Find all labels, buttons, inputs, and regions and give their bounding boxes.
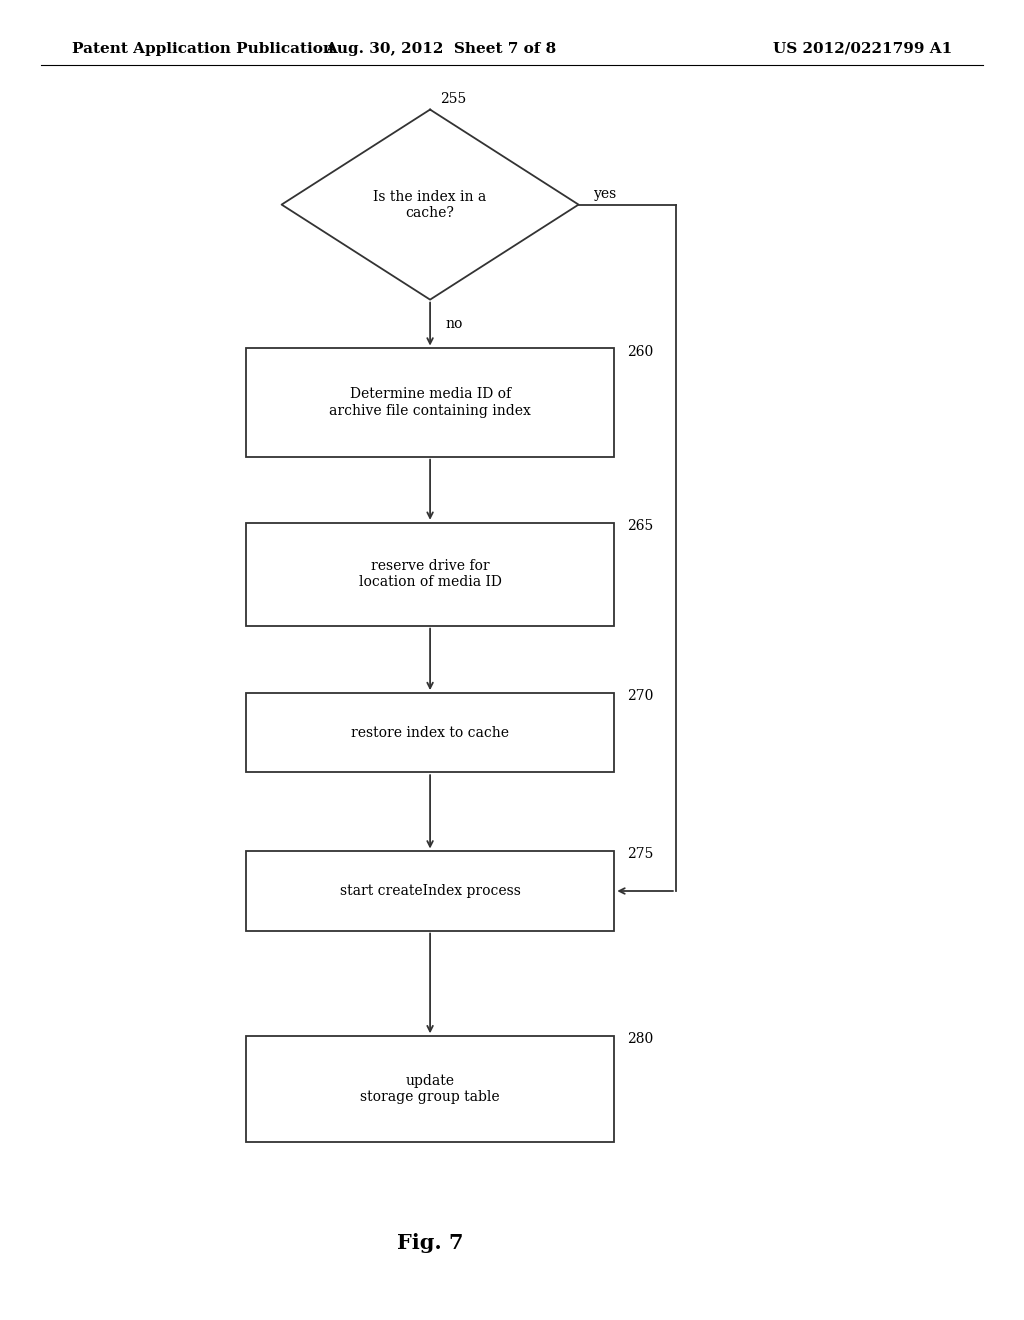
Text: Patent Application Publication: Patent Application Publication bbox=[72, 42, 334, 55]
Text: 260: 260 bbox=[627, 345, 653, 359]
Text: 280: 280 bbox=[627, 1032, 653, 1047]
Text: US 2012/0221799 A1: US 2012/0221799 A1 bbox=[773, 42, 952, 55]
Text: 275: 275 bbox=[627, 847, 653, 862]
Text: update
storage group table: update storage group table bbox=[360, 1074, 500, 1104]
Text: 265: 265 bbox=[627, 519, 653, 533]
Text: no: no bbox=[445, 317, 463, 331]
Text: Aug. 30, 2012  Sheet 7 of 8: Aug. 30, 2012 Sheet 7 of 8 bbox=[325, 42, 556, 55]
Text: 255: 255 bbox=[440, 91, 467, 106]
Text: yes: yes bbox=[594, 187, 617, 201]
Bar bbox=[246, 851, 614, 931]
Text: 270: 270 bbox=[627, 689, 653, 704]
Text: reserve drive for
location of media ID: reserve drive for location of media ID bbox=[358, 560, 502, 589]
Bar bbox=[246, 348, 614, 457]
Text: restore index to cache: restore index to cache bbox=[351, 726, 509, 739]
Text: start createIndex process: start createIndex process bbox=[340, 884, 520, 898]
Bar bbox=[246, 693, 614, 772]
Bar bbox=[246, 1036, 614, 1142]
Text: Is the index in a
cache?: Is the index in a cache? bbox=[374, 190, 486, 219]
Bar bbox=[246, 523, 614, 626]
Polygon shape bbox=[282, 110, 579, 300]
Text: Determine media ID of
archive file containing index: Determine media ID of archive file conta… bbox=[329, 388, 531, 417]
Text: Fig. 7: Fig. 7 bbox=[397, 1233, 463, 1254]
